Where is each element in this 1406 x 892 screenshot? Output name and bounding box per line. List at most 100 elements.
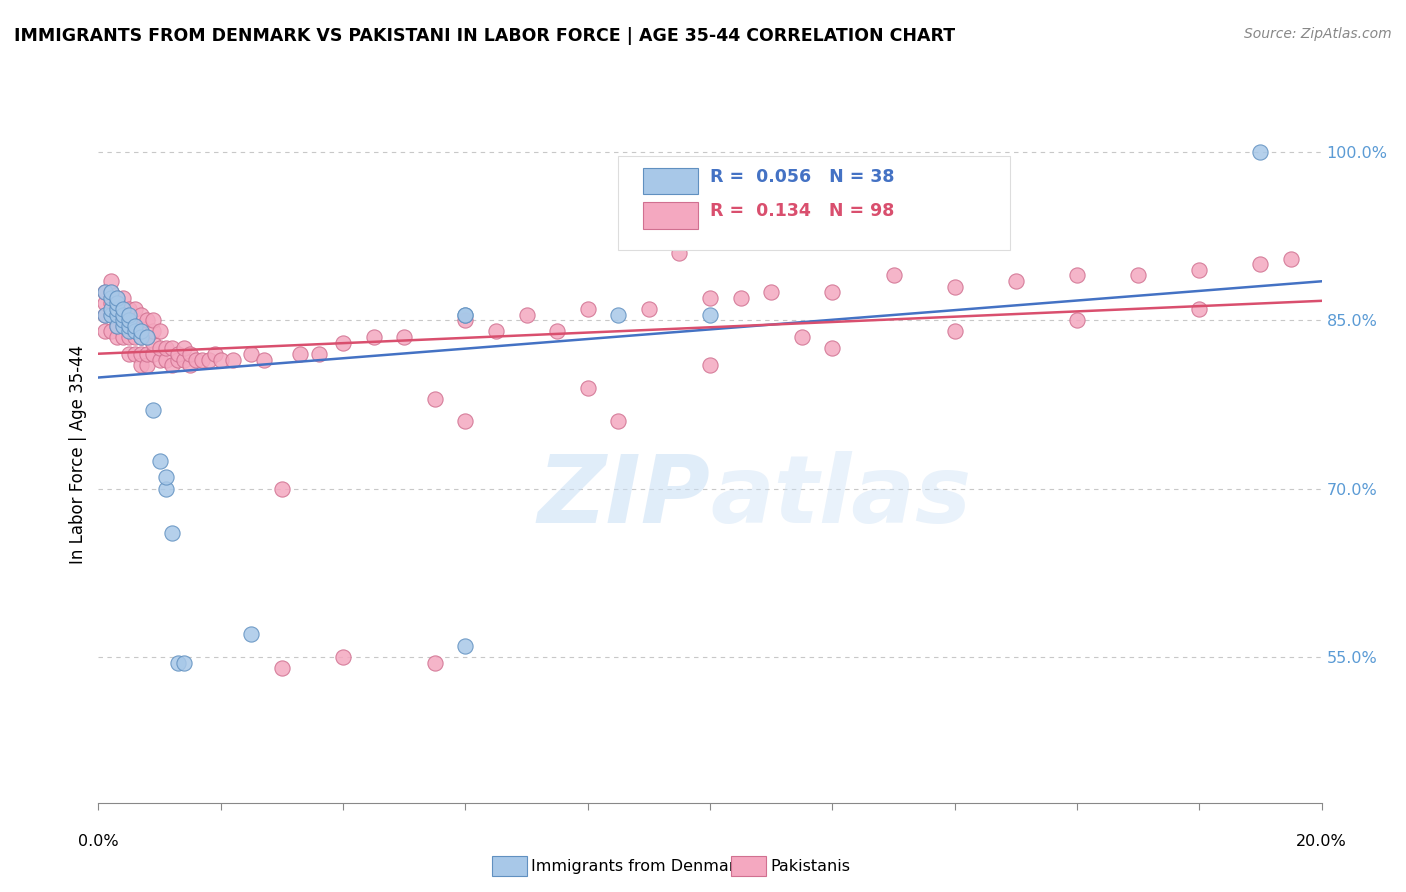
Point	[129, 330, 152, 344]
Text: ZIP: ZIP	[537, 450, 710, 542]
Point	[546, 325, 568, 339]
Point	[454, 308, 477, 322]
Point	[1279, 252, 1302, 266]
Point	[155, 341, 177, 355]
Point	[129, 318, 152, 333]
Point	[759, 285, 782, 300]
Text: R =  0.134   N = 98: R = 0.134 N = 98	[710, 202, 894, 220]
Point	[111, 301, 134, 316]
Point	[423, 392, 446, 406]
Point	[93, 308, 115, 322]
Point	[204, 347, 226, 361]
Text: atlas: atlas	[710, 450, 972, 542]
Point	[93, 308, 115, 322]
Point	[270, 482, 292, 496]
Point	[136, 358, 159, 372]
Point	[136, 330, 159, 344]
Point	[100, 325, 122, 339]
Point	[118, 301, 141, 316]
Point	[149, 352, 172, 367]
Point	[124, 347, 146, 361]
Point	[149, 325, 172, 339]
Point	[111, 330, 134, 344]
Point	[118, 330, 141, 344]
Y-axis label: In Labor Force | Age 35-44: In Labor Force | Age 35-44	[69, 345, 87, 565]
Point	[332, 335, 354, 350]
Text: Pakistanis: Pakistanis	[770, 859, 851, 873]
Point	[454, 639, 477, 653]
Point	[105, 308, 128, 322]
Point	[142, 335, 165, 350]
Point	[136, 347, 159, 361]
Point	[167, 352, 190, 367]
Point	[100, 308, 122, 322]
Bar	[643, 168, 697, 194]
Point	[129, 308, 152, 322]
Point	[1249, 145, 1271, 159]
Point	[105, 291, 128, 305]
Point	[290, 347, 312, 361]
Point	[699, 308, 721, 322]
Point	[179, 358, 201, 372]
Point	[100, 285, 122, 300]
Point	[943, 279, 966, 293]
Point	[111, 291, 134, 305]
Point	[136, 313, 159, 327]
Point	[576, 381, 599, 395]
Point	[363, 330, 385, 344]
Point	[111, 318, 134, 333]
Point	[142, 347, 165, 361]
Point	[105, 296, 128, 310]
Text: IMMIGRANTS FROM DENMARK VS PAKISTANI IN LABOR FORCE | AGE 35-44 CORRELATION CHAR: IMMIGRANTS FROM DENMARK VS PAKISTANI IN …	[14, 27, 955, 45]
Point	[252, 352, 274, 367]
Point	[111, 308, 134, 322]
Point	[308, 347, 330, 361]
Point	[124, 301, 146, 316]
FancyBboxPatch shape	[619, 156, 1010, 250]
Point	[155, 470, 177, 484]
Point	[105, 291, 128, 305]
Point	[730, 291, 752, 305]
Point	[118, 347, 141, 361]
Point	[100, 296, 122, 310]
Text: 20.0%: 20.0%	[1296, 834, 1347, 849]
Point	[173, 352, 195, 367]
Point	[240, 347, 263, 361]
Point	[105, 301, 128, 316]
Text: 0.0%: 0.0%	[79, 834, 118, 849]
Point	[160, 526, 183, 541]
Point	[1066, 268, 1088, 283]
Point	[118, 325, 141, 339]
Point	[124, 318, 146, 333]
Point	[149, 341, 172, 355]
Point	[93, 285, 115, 300]
Text: Source: ZipAtlas.com: Source: ZipAtlas.com	[1244, 27, 1392, 41]
Point	[332, 649, 354, 664]
Point	[197, 352, 219, 367]
Point	[454, 414, 477, 428]
Point	[637, 301, 661, 316]
Point	[111, 313, 134, 327]
Point	[607, 414, 630, 428]
Point	[100, 308, 122, 322]
Point	[485, 325, 508, 339]
Point	[105, 318, 128, 333]
Point	[668, 246, 690, 260]
Point	[821, 341, 844, 355]
Point	[790, 330, 813, 344]
Point	[423, 656, 446, 670]
Point	[142, 325, 165, 339]
Text: Immigrants from Denmark: Immigrants from Denmark	[531, 859, 745, 873]
Point	[943, 325, 966, 339]
Text: R =  0.056   N = 38: R = 0.056 N = 38	[710, 168, 894, 186]
Point	[118, 318, 141, 333]
Point	[142, 313, 165, 327]
Point	[1188, 301, 1211, 316]
Point	[173, 656, 195, 670]
Point	[93, 325, 115, 339]
Point	[576, 301, 599, 316]
Point	[118, 318, 141, 333]
Point	[100, 274, 122, 288]
Point	[105, 330, 128, 344]
Point	[454, 313, 477, 327]
